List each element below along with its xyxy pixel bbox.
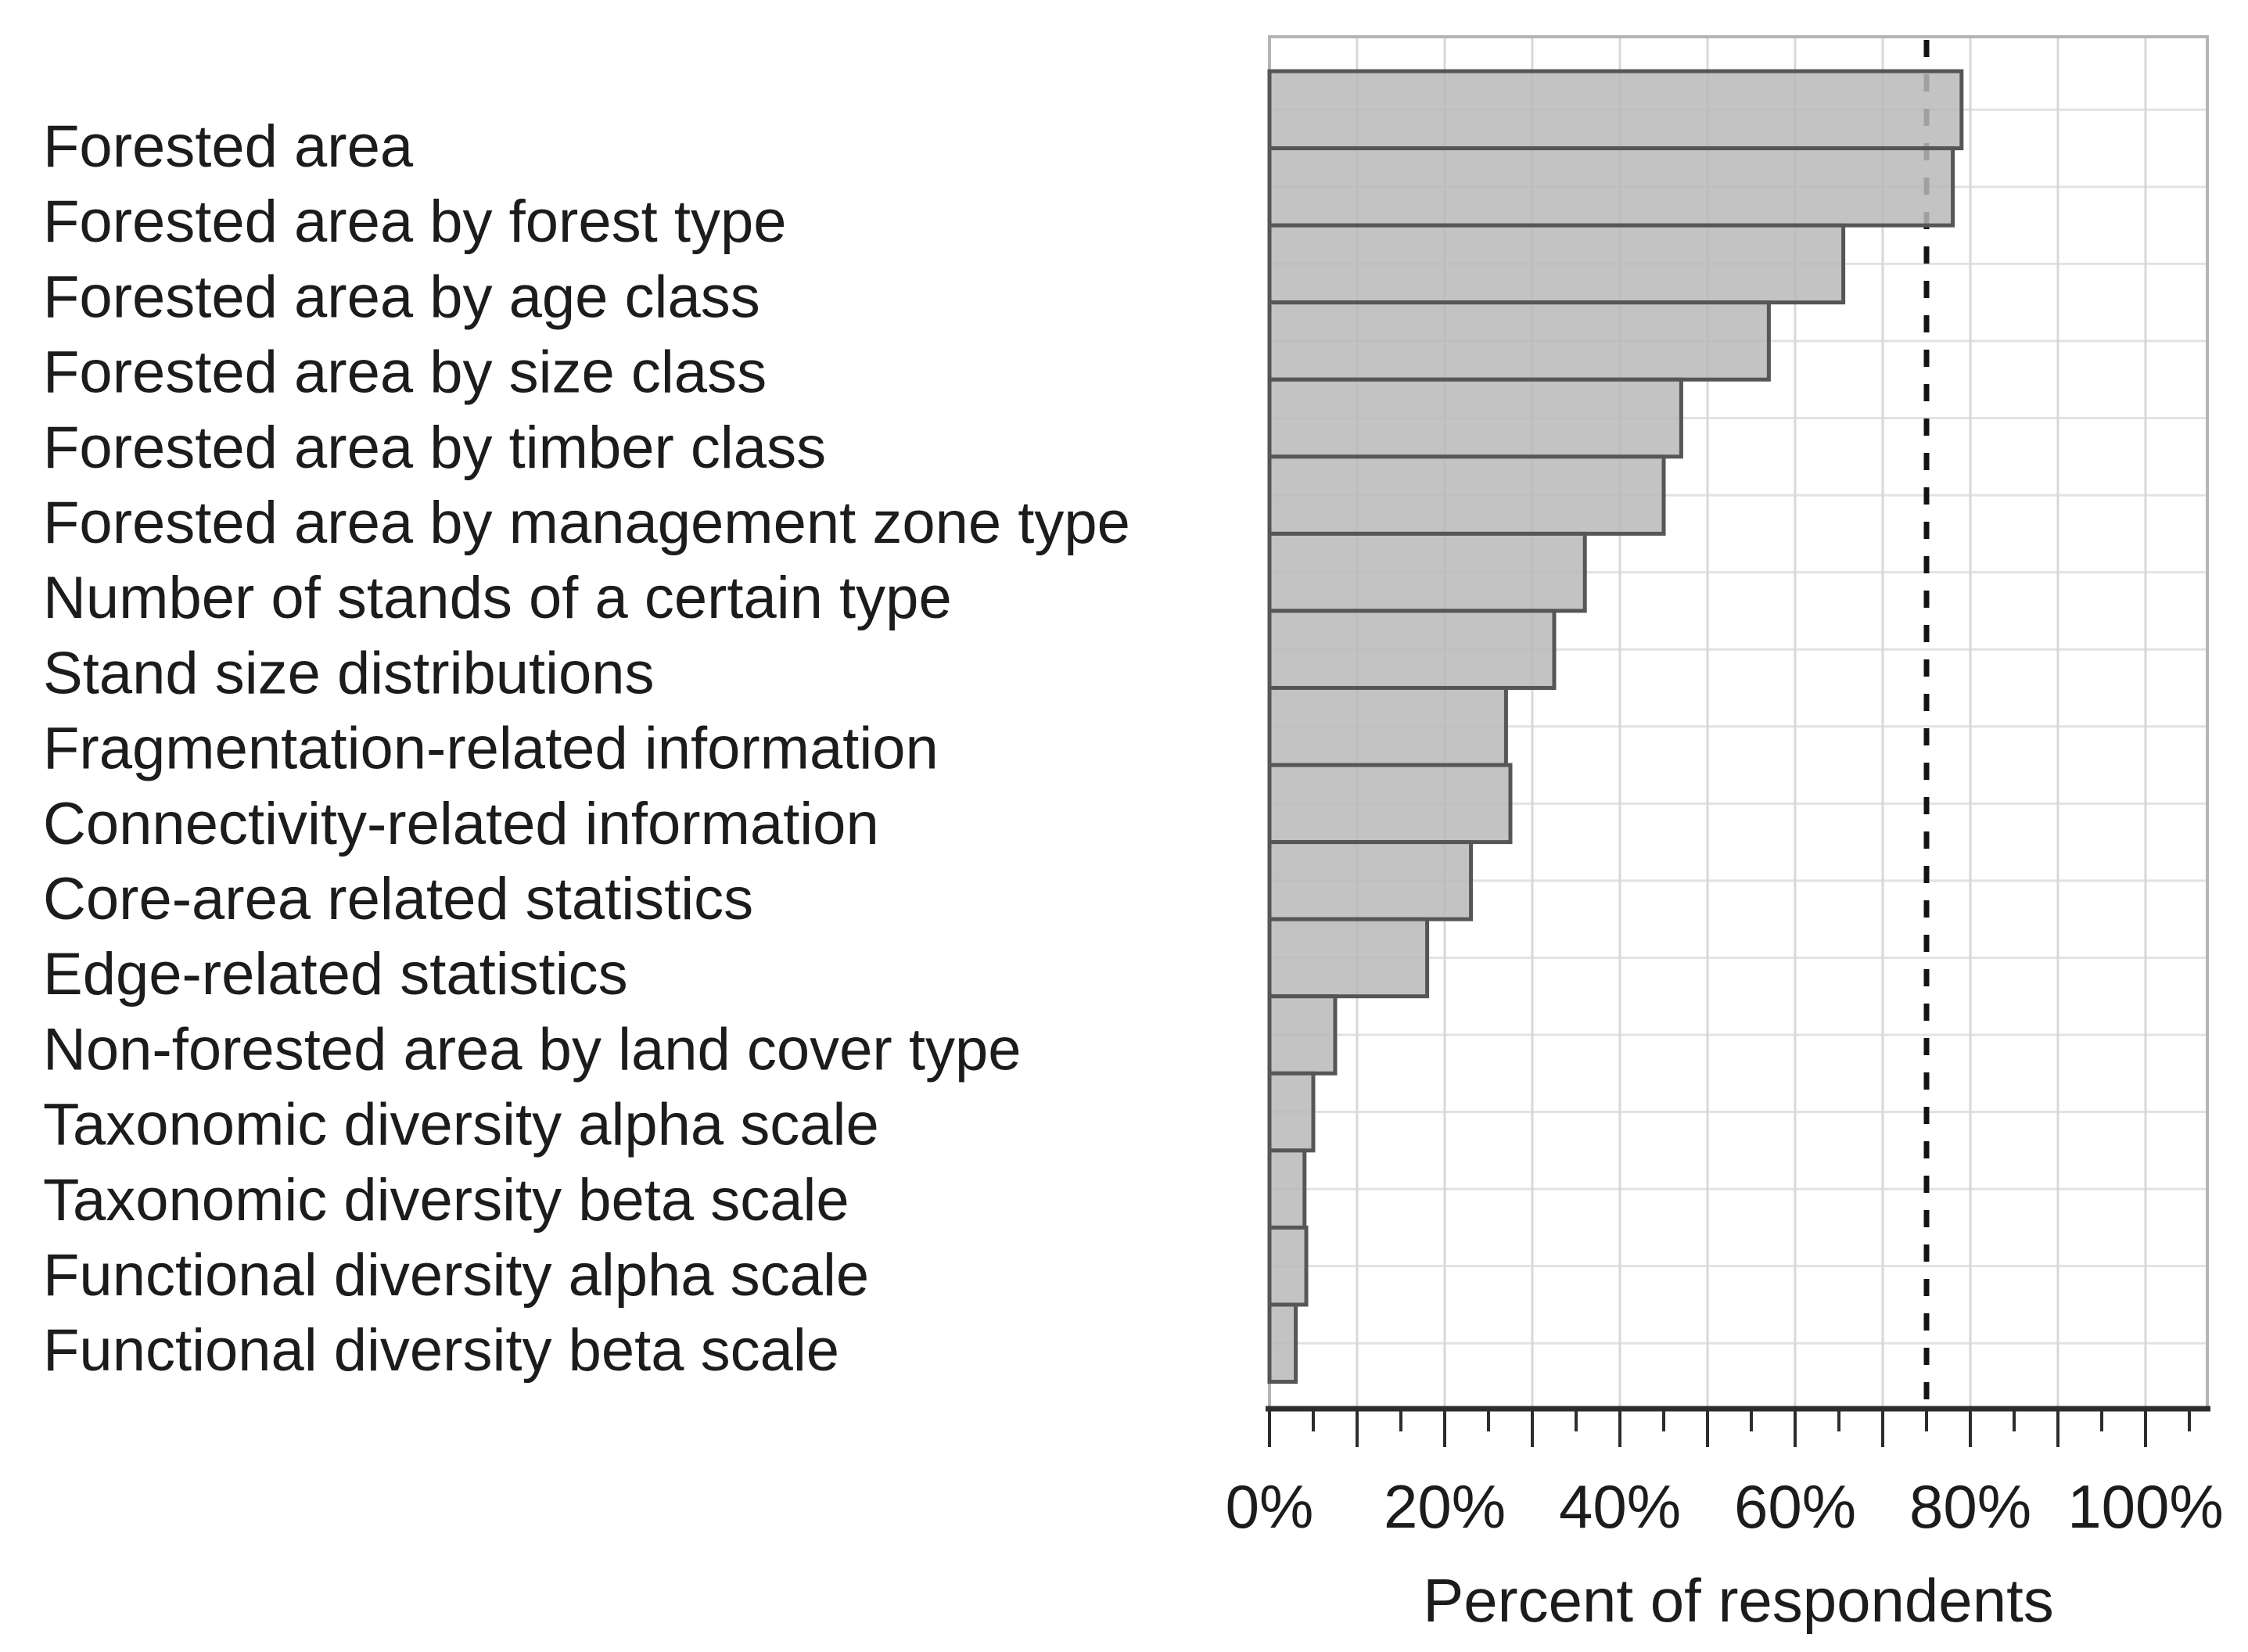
category-label: Taxonomic diversity beta scale <box>43 1167 849 1234</box>
category-label: Taxonomic diversity alpha scale <box>43 1092 879 1158</box>
x-axis-tick-labels: 0% 20% 40% 60% 80% 100% <box>1226 1472 2224 1541</box>
bar <box>1267 1148 1307 1230</box>
category-label: Connectivity-related information <box>43 791 879 857</box>
category-label: Number of stands of a certain type <box>43 565 952 631</box>
bar <box>1267 609 1557 690</box>
x-axis-title: Percent of respondents <box>1423 1566 2054 1635</box>
category-labels: Forested area Forested area by forest typ… <box>43 113 1130 1384</box>
bar <box>1267 377 1683 459</box>
x-tick-label: 80% <box>1909 1472 2031 1541</box>
x-tick-label: 40% <box>1559 1472 1681 1541</box>
bar <box>1267 1071 1316 1153</box>
category-label: Forested area by forest type <box>43 189 786 255</box>
bar <box>1267 917 1430 999</box>
bar <box>1267 146 1955 228</box>
bar <box>1267 1225 1309 1307</box>
category-label: Forested area by management zone type <box>43 490 1130 556</box>
bar <box>1267 531 1587 613</box>
category-label: Fragmentation-related information <box>43 716 939 782</box>
bar <box>1267 840 1474 921</box>
bar <box>1267 69 1964 151</box>
category-label: Functional diversity alpha scale <box>43 1242 869 1309</box>
bar <box>1267 1302 1298 1384</box>
category-label: Forested area by age class <box>43 264 760 330</box>
category-label: Non-forested area by land cover type <box>43 1016 1021 1083</box>
bars <box>1267 69 1964 1384</box>
x-tick-label: 20% <box>1384 1472 1506 1541</box>
category-label: Forested area by timber class <box>43 415 826 481</box>
x-axis-ticks <box>1268 1411 2191 1447</box>
category-label: Forested area <box>43 113 414 180</box>
x-tick-label: 0% <box>1226 1472 1314 1541</box>
bar <box>1267 454 1666 536</box>
category-label: Core-area related statistics <box>43 866 753 932</box>
bar <box>1267 223 1846 305</box>
x-tick-label: 100% <box>2067 1472 2224 1541</box>
category-label: Stand size distributions <box>43 640 655 706</box>
x-tick-label: 60% <box>1734 1472 1856 1541</box>
bar <box>1267 300 1771 382</box>
bar <box>1267 994 1338 1076</box>
bar <box>1267 685 1508 767</box>
category-label: Functional diversity beta scale <box>43 1317 839 1384</box>
category-label: Edge-related statistics <box>43 941 628 1007</box>
category-label: Forested area by size class <box>43 339 767 406</box>
bar <box>1267 763 1513 845</box>
